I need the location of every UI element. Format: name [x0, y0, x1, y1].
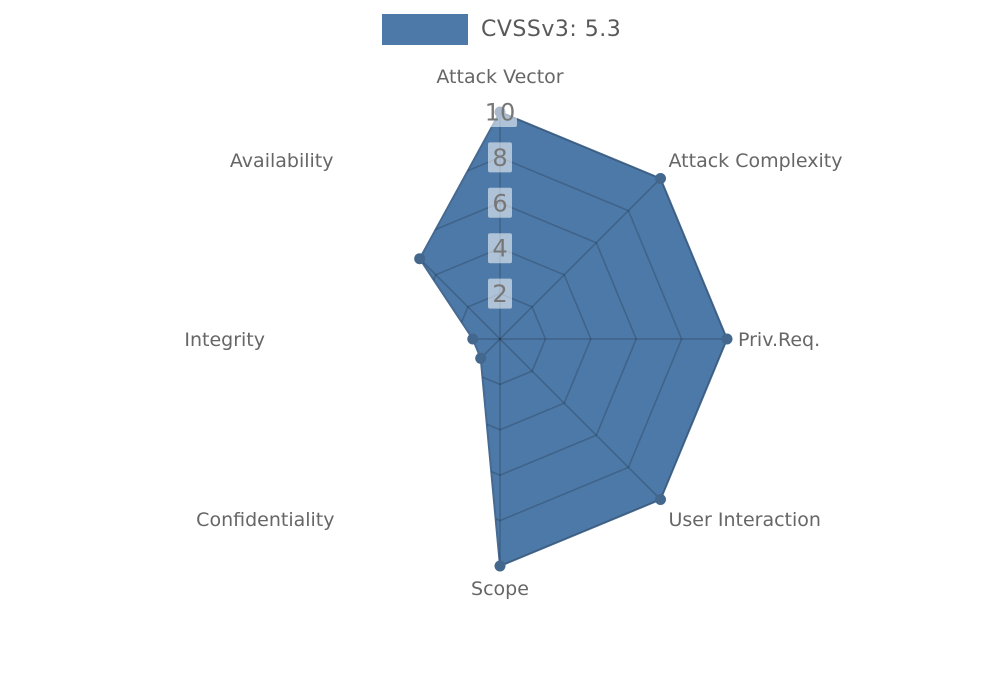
data-point-marker-3 — [655, 494, 666, 505]
radial-tick-box-2 — [488, 278, 512, 309]
axis-label-2: Priv.Req. — [738, 329, 820, 351]
data-point-marker-2 — [721, 333, 733, 345]
data-point-marker-1 — [655, 173, 666, 184]
radial-tick-box-6 — [488, 187, 512, 218]
data-point-marker-5 — [475, 352, 487, 364]
radial-tick-box-10 — [483, 97, 517, 127]
radial-tick-box-8 — [488, 142, 512, 173]
grid-ring-8 — [419, 156, 683, 522]
axis-label-6: Integrity — [184, 329, 265, 351]
radial-tick-label-10: 10 — [485, 99, 516, 127]
radial-tick-label-6: 6 — [492, 189, 507, 217]
data-point-marker-7 — [414, 253, 426, 265]
legend-swatch-icon — [382, 14, 468, 45]
axis-label-4: Scope — [471, 578, 529, 600]
grid-ring-2 — [453, 292, 547, 386]
axis-label-1: Attack Complexity — [669, 150, 843, 172]
axis-label-7: Availability — [230, 150, 334, 172]
legend-label: CVSSv3: 5.3 — [481, 17, 622, 42]
radial-tick-label-8: 8 — [492, 144, 507, 172]
axis-label-3: User Interaction — [669, 509, 821, 531]
axis-spoke-1 — [499, 177, 662, 340]
radial-tick-label-2: 2 — [492, 280, 507, 308]
axis-label-0: Attack Vector — [436, 66, 563, 88]
axis-spoke-3 — [499, 338, 662, 501]
data-point-marker-4 — [494, 560, 506, 572]
radial-tick-label-4: 4 — [492, 235, 507, 263]
radial-tick-box-4 — [488, 233, 512, 264]
legend-item[interactable]: CVSSv3: 5.3 — [382, 14, 621, 45]
grid-ring-6 — [419, 201, 638, 477]
data-point-marker-6 — [467, 333, 479, 345]
axis-spoke-5 — [419, 338, 501, 501]
axis-label-5: Confidentiality — [196, 509, 334, 531]
